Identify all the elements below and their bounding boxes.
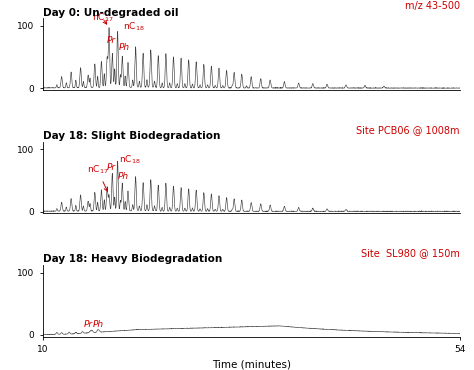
Text: nC$_{18}$: nC$_{18}$ <box>123 21 145 33</box>
Text: Site PCB06 @ 1008m: Site PCB06 @ 1008m <box>356 125 460 135</box>
Text: Site  SL980 @ 150m: Site SL980 @ 150m <box>361 248 460 258</box>
Text: Day 18: Heavy Biodegradation: Day 18: Heavy Biodegradation <box>43 254 222 264</box>
Text: Pr: Pr <box>106 36 116 45</box>
Text: Day 0: Un-degraded oil: Day 0: Un-degraded oil <box>43 8 178 18</box>
Text: nC$_{17}$: nC$_{17}$ <box>87 164 109 191</box>
Text: Ph: Ph <box>93 320 104 329</box>
Text: Ph: Ph <box>118 43 130 52</box>
Text: nC$_{18}$: nC$_{18}$ <box>119 154 141 166</box>
Text: Pr: Pr <box>107 164 116 172</box>
Text: Pr: Pr <box>83 320 93 329</box>
Text: Ph: Ph <box>118 172 129 181</box>
Text: nC$_{17}$: nC$_{17}$ <box>91 12 113 24</box>
Text: m/z 43-500: m/z 43-500 <box>405 1 460 11</box>
X-axis label: Time (minutes): Time (minutes) <box>212 360 291 370</box>
Text: Day 18: Slight Biodegradation: Day 18: Slight Biodegradation <box>43 131 220 141</box>
